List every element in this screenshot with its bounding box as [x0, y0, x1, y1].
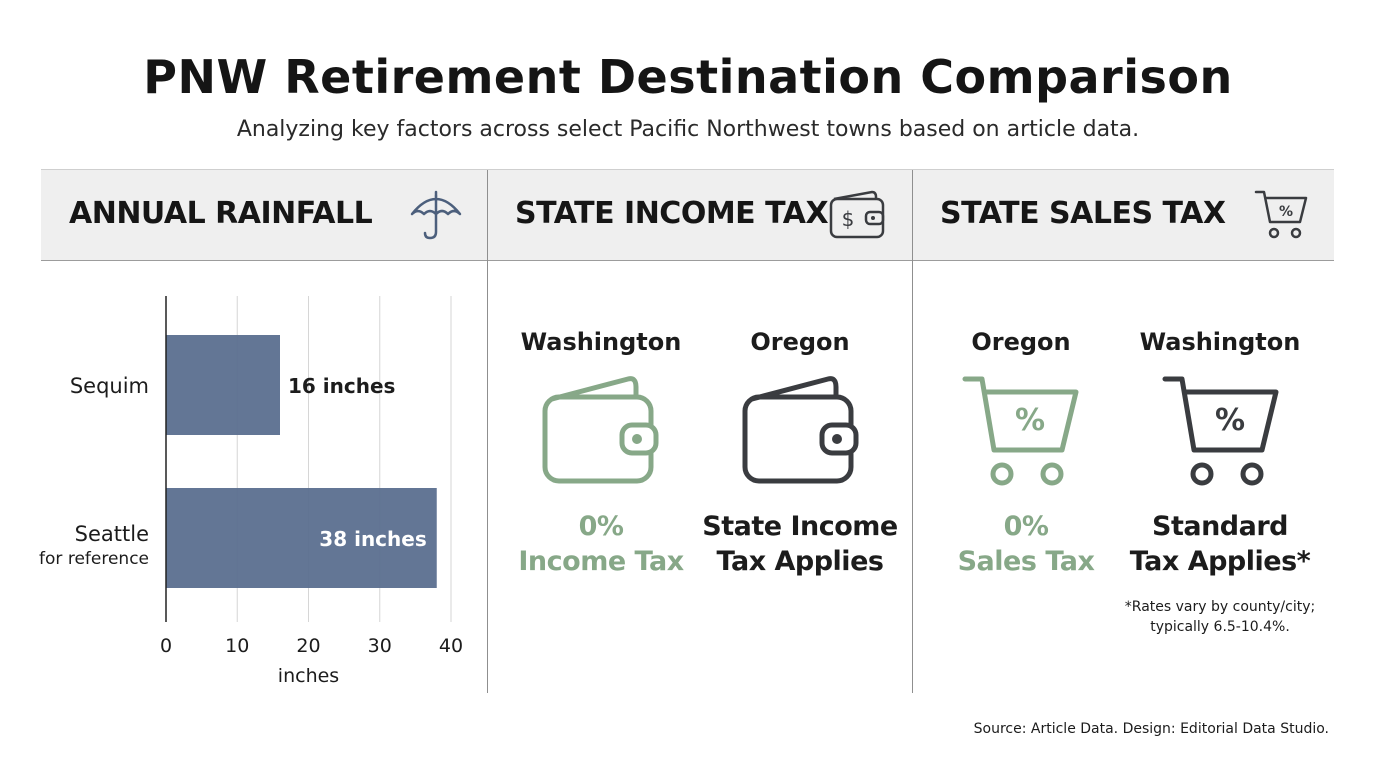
category-sublabel: for reference — [39, 549, 149, 569]
data-label: 38 inches — [319, 527, 426, 551]
footnote-line-2: typically 6.5-10.4%. — [1150, 619, 1290, 635]
sales-item-1-line1: Standard — [1152, 511, 1288, 542]
cart-percent-icon: % — [962, 376, 1079, 486]
svg-text:$: $ — [842, 207, 855, 231]
sales-tax-header: STATE SALES TAX — [940, 196, 1226, 231]
divider-2 — [912, 170, 913, 693]
income-item-0-line2: Income Tax — [518, 546, 684, 577]
x-tick-label: 20 — [296, 635, 320, 657]
income-item-1-name: Oregon — [750, 328, 850, 356]
rainfall-header: ANNUAL RAINFALL — [69, 196, 373, 231]
bar-seattle — [166, 488, 437, 588]
umbrella-icon — [410, 190, 462, 240]
income-item-0-name: Washington — [520, 328, 682, 356]
footnote-line-1: *Rates vary by county/city; — [1124, 599, 1316, 615]
page-subtitle: Analyzing key factors across select Paci… — [236, 117, 1140, 142]
sales-item-0-stat: 0% Sales Tax — [896, 509, 1156, 579]
income-item-0-stat: 0% Income Tax — [471, 509, 731, 579]
cart-percent-icon: % — [1254, 190, 1308, 239]
x-axis-label: inches — [278, 665, 339, 687]
income-tax-header: STATE INCOME TAX — [515, 196, 829, 231]
source-credit: Source: Article Data. Design: Editorial … — [973, 721, 1329, 737]
divider-1 — [487, 170, 488, 693]
x-tick-label: 40 — [439, 635, 463, 657]
income-item-1-line2: Tax Applies — [716, 546, 884, 577]
rainfall-chart: 0 10 20 30 40 inches Sequim 16 inches Seattle for… — [39, 296, 463, 687]
wallet-icon — [742, 376, 859, 484]
svg-text:%: % — [1279, 204, 1293, 220]
x-tick-label: 10 — [225, 635, 249, 657]
sales-item-1-line2: Tax Applies* — [1129, 546, 1311, 577]
data-label: 16 inches — [288, 374, 395, 398]
income-item-1-line1: State Income — [702, 511, 898, 542]
category-label: Sequim — [70, 374, 149, 398]
sales-item-1-stat: Standard Tax Applies* — [1090, 509, 1350, 579]
cart-percent-icon: % — [1162, 376, 1279, 486]
sales-tax-footnote: *Rates vary by county/city; typically 6.… — [1110, 597, 1330, 637]
x-tick-label: 30 — [368, 635, 392, 657]
income-item-1-stat: State Income Tax Applies — [670, 509, 930, 579]
bar-sequim — [166, 335, 280, 435]
page-title: PNW Retirement Destination Comparison — [143, 50, 1233, 104]
x-tick-label: 0 — [160, 635, 172, 657]
sales-item-0-name: Oregon — [971, 328, 1071, 356]
header-band — [41, 169, 1334, 261]
svg-text:%: % — [1015, 403, 1045, 438]
sales-item-0-line1: 0% — [1003, 511, 1049, 542]
sales-item-0-line2: Sales Tax — [957, 546, 1095, 577]
sales-item-1-name: Washington — [1139, 328, 1301, 356]
wallet-icon — [542, 376, 659, 484]
svg-text:%: % — [1215, 403, 1245, 438]
category-label: Seattle — [75, 522, 149, 546]
income-item-0-line1: 0% — [578, 511, 624, 542]
wallet-dollar-icon: $ — [829, 190, 885, 239]
